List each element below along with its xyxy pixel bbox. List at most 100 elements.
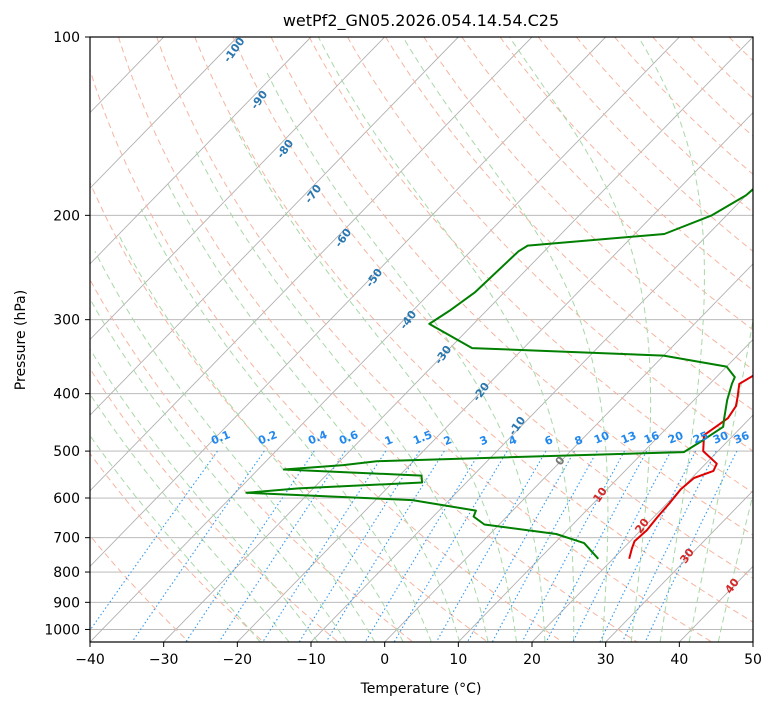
dry-adiabat-label: 30: [677, 546, 697, 566]
series-layer: [245, 187, 753, 560]
dry-adiabat-label: 40: [722, 576, 742, 596]
mixing-ratio-line: [218, 450, 346, 642]
x-tick-label: −30: [149, 652, 179, 668]
mixing-ratio-line: [491, 450, 598, 642]
isotherm-line: [90, 37, 680, 642]
dry-adiabat: [90, 68, 563, 642]
dry-adiabat-label: -80: [274, 137, 296, 161]
dry-adiabat: [156, 37, 712, 642]
mixing-ratio-line: [185, 450, 315, 642]
dry-adiabat: [537, 37, 753, 252]
mixing-ratio-label: 1.5: [411, 428, 434, 447]
mixing-ratio-label: 36: [732, 429, 751, 447]
isotherm-line: [752, 641, 753, 642]
x-tick-label: 50: [744, 652, 762, 668]
y-tick-label: 700: [53, 531, 80, 547]
isotherm-line: [605, 490, 753, 642]
mixing-ratio-line: [467, 450, 575, 642]
dry-adiabat-label: -50: [363, 266, 385, 290]
x-axis: −40 −30 −20 −10 0 10 20 30 40 50: [75, 642, 762, 668]
mixing-ratio-line: [435, 450, 547, 642]
isotherm-line: [90, 37, 312, 265]
moist-adiabat: [402, 37, 609, 642]
x-tick-label: −20: [223, 652, 253, 668]
dry-adiabat: [232, 37, 753, 579]
mixing-ratio-label: 0.1: [209, 428, 232, 447]
dry-adiabat: [308, 37, 753, 494]
moist-adiabat: [688, 317, 753, 642]
x-tick-label: 10: [449, 652, 467, 668]
mixing-ratio-label: 25: [691, 429, 710, 447]
dry-adiabat: [90, 181, 488, 642]
isotherm-line: [90, 37, 533, 492]
x-tick-label: 30: [597, 652, 615, 668]
x-tick-label: 20: [523, 652, 541, 668]
dry-adiabat: [90, 367, 339, 642]
dry-adiabat: [90, 452, 264, 642]
dry-adiabat: [499, 37, 753, 291]
moist-adiabat: [90, 393, 290, 642]
dry-adiabat: [118, 37, 638, 642]
plot-frame: [89, 36, 754, 643]
moist-adiabat: [140, 208, 432, 642]
isotherm-line: [310, 187, 753, 642]
x-tick-label: −10: [296, 652, 326, 668]
moist-adiabat: [228, 113, 517, 642]
dry-adiabat: [728, 37, 753, 62]
temperature-profile-line: [628, 374, 753, 560]
dry-adiabat-label: -90: [248, 88, 270, 112]
mixing-ratio-line: [621, 450, 717, 642]
y-tick-label: 500: [53, 444, 80, 460]
x-tick-label: −40: [75, 652, 105, 668]
isotherm-line: [384, 263, 753, 642]
mixing-ratio-line: [325, 450, 445, 642]
isotherm-line: [237, 111, 753, 642]
mixing-ratio-label: 1: [383, 433, 395, 448]
x-tick-label: 40: [670, 652, 688, 668]
y-tick-label: 400: [53, 387, 80, 403]
mixing-ratio-label: 0.2: [256, 428, 279, 447]
mixing-ratio-line: [644, 450, 738, 642]
dry-adiabat-label: -70: [302, 182, 324, 206]
mixing-ratio-line: [572, 450, 672, 642]
dry-adiabat: [90, 278, 414, 642]
mixing-ratio-label: 20: [666, 429, 685, 447]
y-tick-label: 800: [53, 565, 80, 581]
dry-adiabat: [690, 37, 753, 99]
moist-adiabat: [637, 37, 705, 642]
dry-adiabat: [347, 37, 753, 452]
mixing-ratio-label: 10: [592, 429, 611, 447]
y-tick-label: 1000: [44, 622, 80, 638]
mixing-ratio-label: 3: [478, 433, 490, 448]
mixing-ratio-label: 13: [619, 429, 638, 447]
y-tick-label: 200: [53, 208, 80, 224]
isotherm-line: [90, 37, 459, 416]
mixing-ratio-label: 30: [711, 429, 730, 447]
y-tick-label: 900: [53, 595, 80, 611]
mixing-ratio-line: [90, 450, 218, 632]
moist-adiabat: [194, 149, 489, 642]
moist-adiabat: [117, 233, 404, 642]
x-axis-title: Temperature (°C): [360, 681, 482, 697]
dry-adiabat: [767, 37, 775, 642]
dry-adiabat: [423, 37, 753, 371]
y-axis: 100 200 300 400 500 600 700 800 900 1000: [44, 30, 90, 638]
mixing-ratio-label: 2: [442, 433, 454, 448]
isotherm-line: [90, 37, 606, 568]
mixing-ratio-line: [131, 450, 265, 642]
y-tick-label: 600: [53, 491, 80, 507]
mixing-ratio-label: 6: [543, 433, 555, 448]
dry-adiabat: [652, 37, 753, 137]
dry-adiabat: [270, 37, 753, 536]
moist-adiabat: [509, 37, 652, 642]
dry-adiabat: [385, 37, 753, 411]
mixing-ratio-line: [599, 450, 697, 642]
moist-adiabat: [94, 251, 376, 642]
isotherm-line: [90, 37, 238, 189]
y-tick-label: 300: [53, 313, 80, 329]
y-tick-label: 100: [53, 30, 80, 46]
dewpoint-profile-line: [245, 187, 753, 560]
mixing-ratio-line: [364, 450, 481, 642]
dry-adiabat: [614, 37, 753, 175]
